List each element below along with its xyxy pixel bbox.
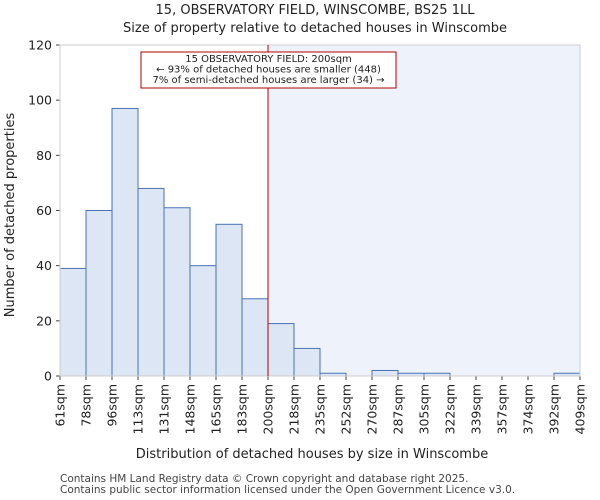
bar-165sqm xyxy=(215,223,243,377)
x-axis-label: Distribution of detached houses by size … xyxy=(136,447,488,462)
y-tick-label: 120 xyxy=(28,38,52,53)
annotation-line1: 15 OBSERVATORY FIELD: 200sqm xyxy=(185,54,352,65)
x-tick-label: 78sqm xyxy=(79,384,94,427)
bars-group xyxy=(59,107,581,377)
y-tick-label: 80 xyxy=(36,148,52,163)
footer-licence: Contains public sector information licen… xyxy=(60,484,516,496)
x-tick-label: 148sqm xyxy=(183,384,198,434)
y-tick-label: 0 xyxy=(44,369,52,384)
y-tick-label: 40 xyxy=(36,258,52,273)
x-tick-label: 131sqm xyxy=(157,384,172,434)
larger-region-highlight xyxy=(268,45,580,376)
x-tick-label: 165sqm xyxy=(209,384,224,434)
bar-183sqm xyxy=(241,298,269,377)
x-tick-label: 252sqm xyxy=(339,384,354,434)
x-tick-label: 183sqm xyxy=(235,384,250,434)
x-tick-label: 374sqm xyxy=(521,384,536,434)
y-tick-label: 20 xyxy=(36,313,52,328)
y-tick-label: 100 xyxy=(28,93,52,108)
bar-218sqm xyxy=(293,347,321,377)
bar-96sqm xyxy=(111,107,139,377)
bar-270sqm xyxy=(371,369,399,377)
x-tick-label: 61sqm xyxy=(53,384,68,427)
x-tick-label: 409sqm xyxy=(573,384,588,434)
x-tick-label: 200sqm xyxy=(261,384,276,434)
x-tick-label: 270sqm xyxy=(365,384,380,434)
x-tick-label: 305sqm xyxy=(417,384,432,434)
x-tick-label: 339sqm xyxy=(469,384,484,434)
x-axis-ticks: 61sqm 78sqm 96sqm 113sqm 131sqm 148sqm 165sqm 1… xyxy=(53,376,588,434)
x-tick-label: 357sqm xyxy=(495,384,510,434)
y-tick-label: 60 xyxy=(36,203,52,218)
bar-113sqm xyxy=(137,187,165,377)
bar-148sqm xyxy=(189,265,217,377)
y-axis-label: Number of detached properties xyxy=(3,113,18,318)
x-tick-label: 235sqm xyxy=(313,384,328,434)
annotation-box-frame xyxy=(140,51,397,89)
x-tick-label: 218sqm xyxy=(287,384,302,434)
x-tick-label: 96sqm xyxy=(105,384,120,427)
x-tick-label: 113sqm xyxy=(131,384,146,434)
chart-title-line1: 15, OBSERVATORY FIELD, WINSCOMBE, BS25 1… xyxy=(156,3,476,18)
y-axis-ticks: 0 20 40 60 80 100 120 xyxy=(28,38,60,384)
x-tick-label: 392sqm xyxy=(547,384,562,434)
x-tick-label: 322sqm xyxy=(443,384,458,434)
plot-frame xyxy=(59,44,581,377)
footer-copyright: Contains HM Land Registry data © Crown c… xyxy=(60,473,469,485)
bar-131sqm xyxy=(163,207,191,377)
chart-title-line2: Size of property relative to detached ho… xyxy=(123,21,507,36)
annotation-box: 15 OBSERVATORY FIELD: 200sqm ← 93% of de… xyxy=(140,51,397,89)
annotation-line2: ← 93% of detached houses are smaller (44… xyxy=(156,65,381,76)
bar-200sqm xyxy=(267,323,295,377)
x-tick-label: 287sqm xyxy=(391,384,406,434)
annotation-line3: 7% of semi-detached houses are larger (3… xyxy=(152,75,384,86)
bar-78sqm xyxy=(85,210,113,377)
bar-61sqm xyxy=(59,267,87,377)
